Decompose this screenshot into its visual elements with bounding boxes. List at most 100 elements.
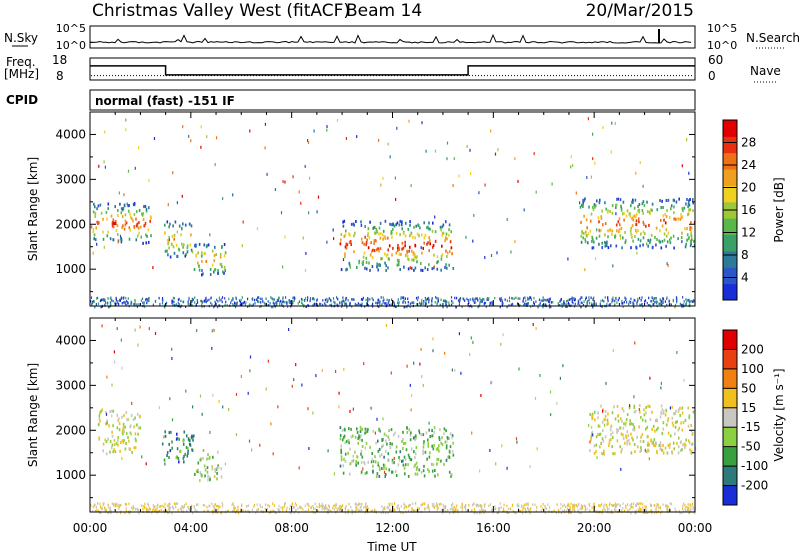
ground-scatter-cell: [364, 505, 366, 508]
echo-cell: [339, 426, 342, 430]
echo-cell: [417, 224, 420, 228]
ground-scatter-cell: [604, 508, 606, 512]
echo-cell: [675, 409, 677, 413]
echo-cell: [677, 445, 680, 449]
ground-scatter-cell: [382, 296, 384, 299]
echo-cell: [643, 222, 645, 226]
sparse-echo-cell: [490, 129, 492, 133]
ground-scatter-cell: [177, 508, 179, 512]
echo-cell: [137, 426, 140, 430]
echo-cell: [166, 451, 169, 454]
ground-scatter-cell: [325, 507, 328, 510]
echo-cell: [688, 416, 690, 420]
echo-cell: [120, 237, 122, 241]
ground-scatter-cell: [585, 298, 587, 301]
echo-cell: [187, 449, 189, 453]
sparse-echo-cell: [212, 393, 214, 397]
ground-scatter-cell: [407, 301, 409, 304]
ground-scatter-cell: [613, 504, 615, 507]
echo-cell: [690, 230, 692, 234]
echo-cell: [401, 459, 403, 463]
ground-scatter-cell: [419, 303, 422, 306]
echo-cell: [673, 199, 675, 203]
ground-scatter-cell: [594, 505, 596, 508]
echo-cell: [131, 450, 133, 454]
ground-scatter-cell: [508, 296, 511, 300]
ground-scatter-cell: [501, 300, 503, 304]
ground-scatter-cell: [147, 502, 149, 506]
echo-cell: [203, 464, 206, 468]
echo-cell: [452, 441, 454, 445]
echo-cell: [379, 247, 382, 251]
ground-scatter-cell: [194, 296, 196, 299]
echo-cell: [446, 266, 448, 270]
ground-scatter-cell: [282, 300, 284, 303]
sparse-echo-cell: [451, 368, 453, 372]
echo-cell: [616, 431, 618, 434]
ground-scatter-cell: [688, 299, 690, 302]
ground-scatter-cell: [118, 302, 120, 306]
echo-cell: [93, 202, 95, 206]
ground-scatter-cell: [512, 297, 514, 300]
echo-cell: [635, 215, 637, 219]
echo-cell: [372, 464, 374, 468]
echo-cell: [375, 441, 377, 445]
ground-scatter-cell: [638, 508, 640, 512]
sparse-echo-cell: [489, 449, 491, 452]
sparse-echo-cell: [264, 122, 266, 126]
ground-scatter-cell: [657, 506, 660, 509]
echo-cell: [366, 267, 368, 271]
echo-cell: [106, 234, 109, 238]
ground-scatter-cell: [503, 503, 505, 507]
echo-cell: [98, 417, 101, 421]
echo-cell: [384, 219, 387, 223]
echo-cell: [626, 430, 628, 434]
echo-cell: [690, 429, 693, 433]
echo-cell: [369, 268, 371, 272]
ground-scatter-cell: [280, 299, 282, 303]
echo-cell: [115, 442, 118, 446]
ground-scatter-cell: [201, 304, 203, 307]
echo-cell: [203, 252, 205, 256]
echo-cell: [343, 219, 346, 223]
sparse-echo-cell: [656, 418, 658, 422]
sparse-echo-cell: [171, 418, 174, 422]
ground-scatter-cell: [540, 509, 542, 513]
echo-cell: [448, 233, 450, 237]
echo-cell: [105, 452, 108, 456]
echo-cell: [190, 436, 193, 440]
echo-cell: [651, 427, 653, 431]
ground-scatter-cell: [132, 504, 134, 508]
ground-scatter-cell: [626, 301, 628, 304]
echo-cell: [622, 236, 624, 240]
ground-scatter-cell: [309, 297, 312, 300]
ground-scatter-cell: [179, 507, 181, 510]
ground-scatter-cell: [286, 302, 288, 305]
ground-scatter-cell: [615, 509, 617, 512]
colorbar-swatch: [723, 349, 737, 370]
echo-cell: [130, 414, 133, 417]
ground-scatter-cell: [633, 302, 635, 306]
ground-scatter-cell: [570, 502, 572, 505]
ground-scatter-cell: [428, 509, 430, 512]
ground-scatter-cell: [499, 502, 501, 505]
ground-scatter-cell: [628, 300, 630, 303]
echo-cell: [117, 436, 119, 440]
sparse-echo-cell: [104, 165, 106, 169]
sparse-echo-cell: [264, 146, 266, 150]
colorbar-swatch: [723, 250, 737, 268]
echo-cell: [372, 469, 374, 473]
echo-cell: [436, 267, 439, 271]
ground-scatter-cell: [595, 509, 597, 513]
echo-cell: [390, 231, 393, 235]
echo-cell: [401, 227, 403, 231]
sparse-echo-cell: [335, 369, 337, 373]
ground-scatter-cell: [128, 502, 130, 506]
echo-cell: [169, 449, 172, 453]
ground-scatter-cell: [206, 299, 208, 302]
ground-scatter-cell: [363, 506, 365, 509]
ground-scatter-cell: [570, 509, 572, 512]
ground-scatter-cell: [560, 298, 562, 301]
sparse-echo-cell: [349, 409, 351, 413]
echo-cell: [345, 242, 348, 246]
